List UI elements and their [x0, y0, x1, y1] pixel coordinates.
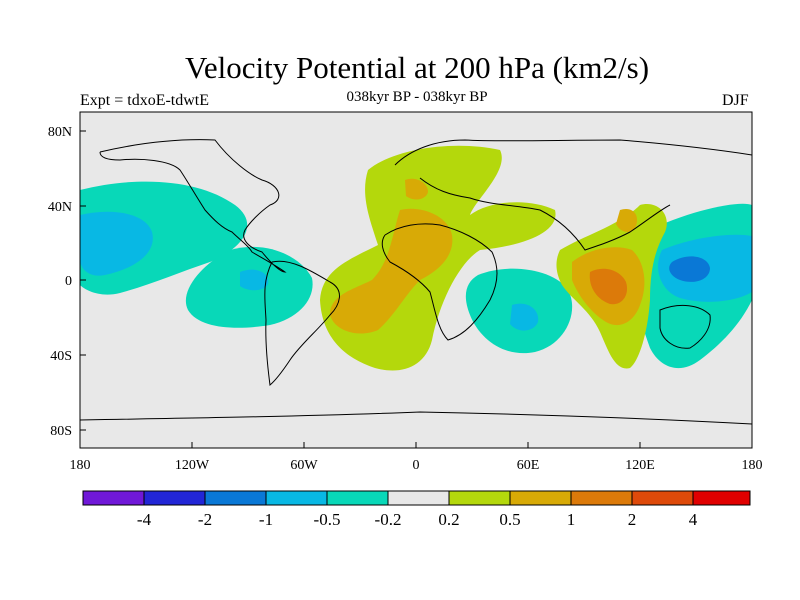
coastline-africa [381, 223, 498, 341]
colorbar-box-5 [387, 490, 450, 506]
colorbar-label-8: 2 [628, 510, 637, 529]
y-tick-80s: 80S [50, 424, 72, 439]
positive-anomaly-fields [320, 145, 667, 371]
x-tick-60e: 60E [517, 458, 540, 473]
x-tick-120w: 120W [175, 458, 210, 473]
colorbar-box-3 [265, 490, 328, 506]
colorbar-label-6: 0.5 [499, 510, 520, 529]
y-axis-labels: 80N 40N 0 40S 80S [48, 125, 72, 439]
coastline-eurasia [394, 139, 752, 251]
contour-east-asia-orange [616, 208, 638, 232]
y-tick-0: 0 [65, 274, 72, 289]
y-tick-40s: 40S [50, 349, 72, 364]
colorbar-box-6 [448, 490, 511, 506]
colorbar-label-7: 1 [567, 510, 576, 529]
colorbar-box-1 [143, 490, 206, 506]
colorbar-label-1: -2 [198, 510, 212, 529]
colorbar-box-0 [82, 490, 145, 506]
colorbar-label-4: -0.2 [375, 510, 402, 529]
colorbar-label-9: 4 [689, 510, 698, 529]
colorbar-box-10 [692, 490, 751, 506]
x-tick-0: 0 [413, 458, 420, 473]
contour-east-pacific-lightblue [240, 269, 269, 291]
contour-pacific-west-lightblue [80, 211, 153, 276]
axis-ticks [80, 130, 641, 448]
colorbar-label-5: 0.2 [438, 510, 459, 529]
colorbar-label-3: -0.5 [314, 510, 341, 529]
negative-anomaly-fields [80, 181, 752, 369]
y-tick-80n: 80N [48, 125, 72, 140]
coastline-antarctica [80, 411, 752, 425]
period-subtitle: 038kyr BP - 038kyr BP [346, 89, 488, 105]
experiment-label: Expt = tdxoE-tdwtE [80, 92, 210, 109]
x-tick-60w: 60W [290, 458, 318, 473]
colorbar-box-9 [631, 490, 694, 506]
contour-west-pacific-blue [669, 256, 710, 282]
colorbar-label-0: -4 [137, 510, 152, 529]
x-axis-labels: 180 120W 60W 0 60E 120E 180 [70, 458, 763, 473]
contour-europe-orange [405, 178, 428, 200]
contour-indian-ocean-lightblue [510, 303, 539, 331]
x-tick-180e: 180 [742, 458, 763, 473]
colorbar-box-7 [509, 490, 572, 506]
y-tick-40n: 40N [48, 200, 72, 215]
page-title: Velocity Potential at 200 hPa (km2/s) [184, 50, 650, 85]
x-tick-180w: 180 [70, 458, 91, 473]
map-canvas [80, 112, 752, 448]
colorbar-box-2 [204, 490, 267, 506]
season-label: DJF [722, 92, 749, 109]
coastline-australia [659, 304, 711, 349]
coastlines [80, 139, 752, 425]
x-tick-120e: 120E [625, 458, 655, 473]
colorbar-box-8 [570, 490, 633, 506]
contour-maritime-continent-darkorange [589, 268, 628, 305]
coastline-north-america [99, 139, 287, 273]
colorbar-label-2: -1 [259, 510, 273, 529]
colorbar-box-4 [326, 490, 389, 506]
coastline-south-america [264, 260, 340, 386]
contour-atlantic-africa-orange [330, 208, 453, 334]
colorbar: -4 -2 -1 -0.5 -0.2 0.2 0.5 1 2 4 [82, 490, 751, 529]
